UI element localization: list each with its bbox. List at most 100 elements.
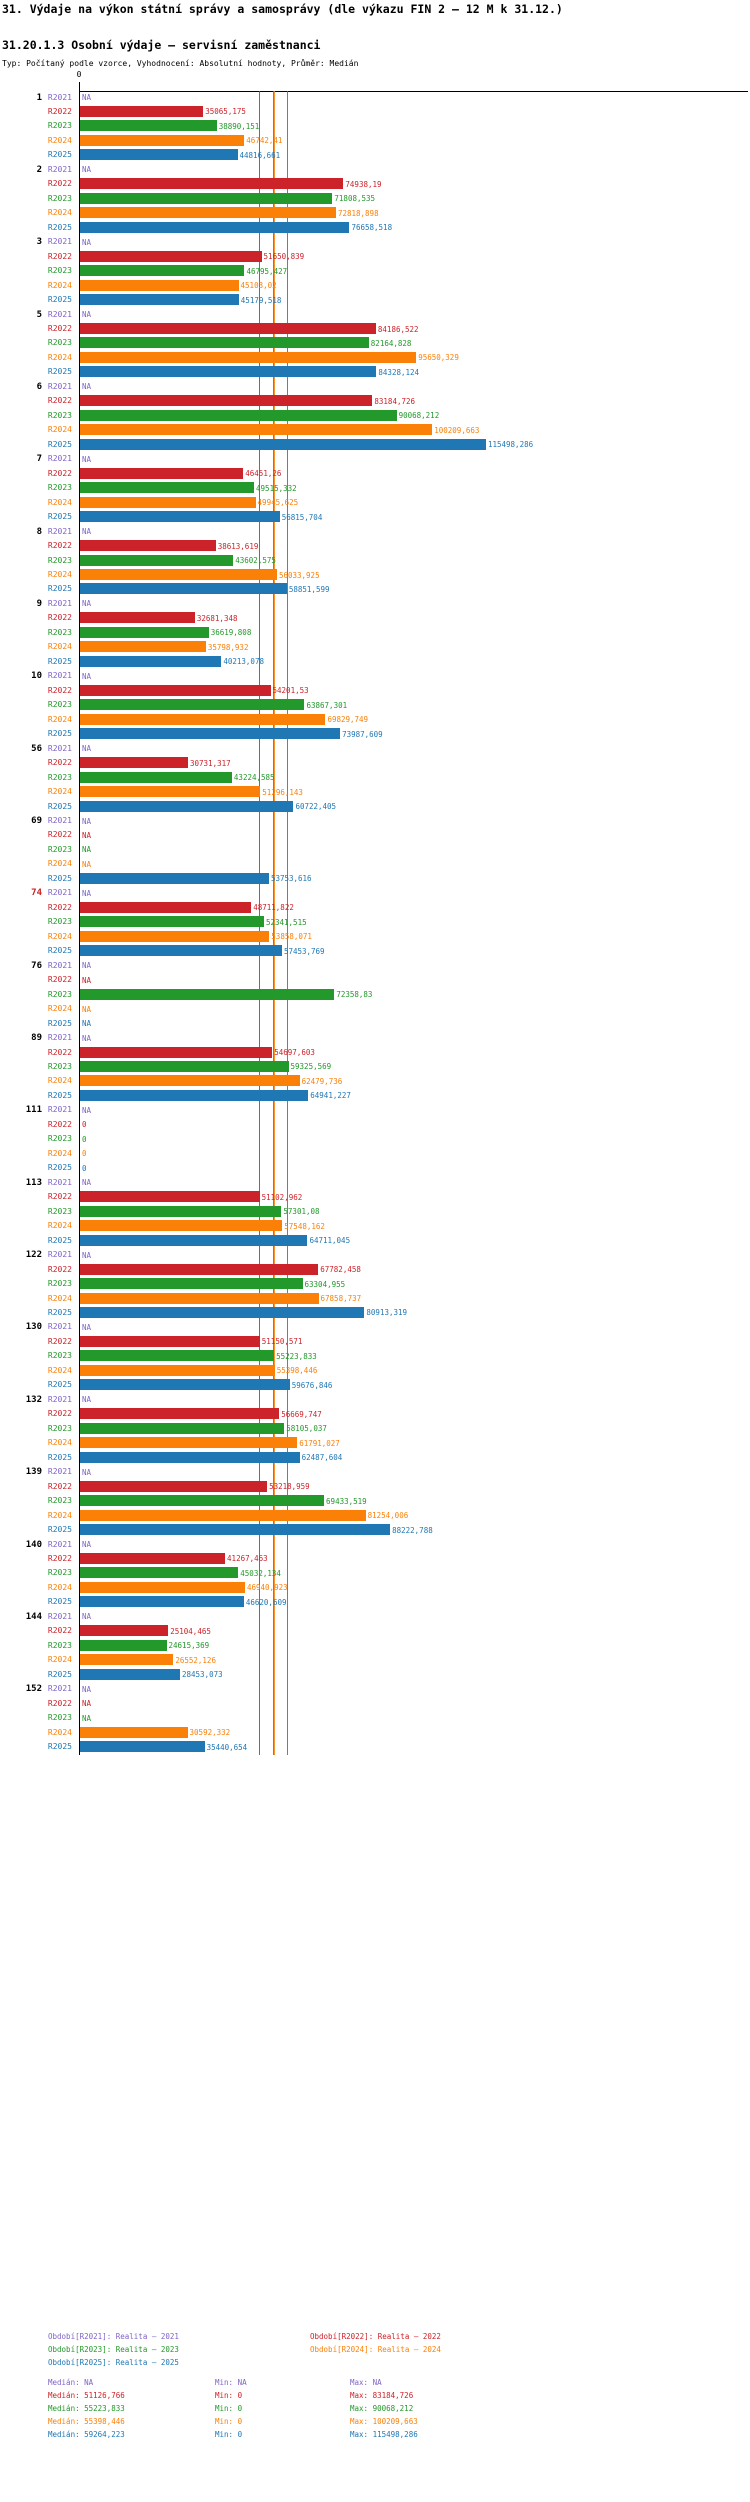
bar-113-r2025[interactable] bbox=[80, 1234, 308, 1246]
bar-value-10-r2021: NA bbox=[82, 671, 92, 681]
bar-9-r2025[interactable] bbox=[80, 655, 222, 667]
bar-value-2-r2024: 72818,898 bbox=[337, 208, 379, 218]
bar-9-r2024[interactable] bbox=[80, 641, 206, 653]
legend-max: Max: 115498,286 bbox=[350, 2430, 418, 2439]
bar-130-r2024[interactable] bbox=[80, 1364, 275, 1376]
bar-9-r2023[interactable] bbox=[80, 626, 209, 638]
bar-140-r2022[interactable] bbox=[80, 1552, 226, 1564]
bar-140-r2025[interactable] bbox=[80, 1596, 244, 1608]
bar-76-r2023[interactable] bbox=[80, 988, 335, 1000]
bar-8-r2023[interactable] bbox=[80, 554, 234, 566]
bar-7-r2023[interactable] bbox=[80, 482, 255, 494]
bar-1-r2022[interactable] bbox=[80, 105, 204, 117]
bar-89-r2025[interactable] bbox=[80, 1089, 309, 1101]
bar-139-r2023[interactable] bbox=[80, 1495, 325, 1507]
bar-122-r2023[interactable] bbox=[80, 1278, 303, 1290]
bar-7-r2025[interactable] bbox=[80, 511, 280, 523]
bar-value-7-r2025: 56815,704 bbox=[281, 512, 323, 522]
bar-2-r2024[interactable] bbox=[80, 207, 336, 219]
bar-8-r2025[interactable] bbox=[80, 583, 287, 595]
bar-132-r2022[interactable] bbox=[80, 1408, 280, 1420]
row-label-r2025: R2025 bbox=[47, 222, 72, 232]
bar-139-r2024[interactable] bbox=[80, 1509, 366, 1521]
bar-7-r2022[interactable] bbox=[80, 467, 244, 479]
row-label-r2024: R2024 bbox=[47, 1148, 72, 1158]
bar-5-r2023[interactable] bbox=[80, 337, 369, 349]
bar-130-r2022[interactable] bbox=[80, 1335, 260, 1347]
bar-6-r2023[interactable] bbox=[80, 409, 397, 421]
bar-5-r2022[interactable] bbox=[80, 323, 376, 335]
bar-56-r2024[interactable] bbox=[80, 786, 261, 798]
bar-132-r2024[interactable] bbox=[80, 1437, 298, 1449]
row-label-r2022: R2022 bbox=[47, 975, 72, 985]
legend-entry: Období[R2021]: Realita – 2021 bbox=[48, 2332, 179, 2341]
bar-152-r2024[interactable] bbox=[80, 1726, 188, 1738]
bar-140-r2024[interactable] bbox=[80, 1581, 245, 1593]
bar-89-r2022[interactable] bbox=[80, 1046, 273, 1058]
group-label-152: 152 bbox=[25, 1684, 42, 1695]
bar-1-r2024[interactable] bbox=[80, 134, 245, 146]
bar-2-r2025[interactable] bbox=[80, 221, 350, 233]
bar-5-r2024[interactable] bbox=[80, 351, 417, 363]
bar-139-r2025[interactable] bbox=[80, 1524, 391, 1536]
bar-89-r2023[interactable] bbox=[80, 1060, 289, 1072]
bar-74-r2024[interactable] bbox=[80, 930, 270, 942]
row-label-r2025: R2025 bbox=[47, 295, 72, 305]
bar-132-r2025[interactable] bbox=[80, 1451, 300, 1463]
bar-1-r2025[interactable] bbox=[80, 149, 238, 161]
bar-3-r2025[interactable] bbox=[80, 294, 239, 306]
bar-10-r2025[interactable] bbox=[80, 728, 341, 740]
bar-10-r2023[interactable] bbox=[80, 699, 305, 711]
bar-152-r2025[interactable] bbox=[80, 1741, 205, 1753]
bar-value-144-r2025: 28453,073 bbox=[182, 1670, 223, 1680]
bar-56-r2023[interactable] bbox=[80, 771, 232, 783]
bar-5-r2025[interactable] bbox=[80, 366, 377, 378]
bar-89-r2024[interactable] bbox=[80, 1075, 300, 1087]
row-label-r2024: R2024 bbox=[47, 1727, 72, 1737]
bar-113-r2023[interactable] bbox=[80, 1205, 282, 1217]
bar-3-r2022[interactable] bbox=[80, 250, 262, 262]
bar-6-r2022[interactable] bbox=[80, 395, 373, 407]
row-label-r2023: R2023 bbox=[47, 1061, 72, 1071]
bar-140-r2023[interactable] bbox=[80, 1567, 239, 1579]
bar-74-r2022[interactable] bbox=[80, 901, 252, 913]
bar-132-r2023[interactable] bbox=[80, 1422, 285, 1434]
bar-74-r2023[interactable] bbox=[80, 916, 264, 928]
bar-10-r2022[interactable] bbox=[80, 684, 271, 696]
bar-113-r2024[interactable] bbox=[80, 1220, 283, 1232]
bar-56-r2022[interactable] bbox=[80, 757, 189, 769]
bar-122-r2024[interactable] bbox=[80, 1292, 319, 1304]
row-label-r2022: R2022 bbox=[47, 179, 72, 189]
bar-74-r2025[interactable] bbox=[80, 945, 282, 957]
bar-130-r2023[interactable] bbox=[80, 1350, 275, 1362]
bar-113-r2022[interactable] bbox=[80, 1191, 260, 1203]
bar-8-r2022[interactable] bbox=[80, 540, 216, 552]
bar-122-r2025[interactable] bbox=[80, 1306, 365, 1318]
bar-144-r2024[interactable] bbox=[80, 1654, 174, 1666]
bar-130-r2025[interactable] bbox=[80, 1379, 290, 1391]
bar-8-r2024[interactable] bbox=[80, 569, 277, 580]
bar-1-r2023[interactable] bbox=[80, 120, 217, 132]
row-label-r2024: R2024 bbox=[47, 787, 72, 797]
bar-6-r2024[interactable] bbox=[80, 424, 433, 436]
bar-value-3-r2023: 46795,427 bbox=[246, 266, 288, 276]
bar-56-r2025[interactable] bbox=[80, 800, 294, 812]
bar-10-r2024[interactable] bbox=[80, 713, 326, 725]
bar-69-r2025[interactable] bbox=[80, 872, 269, 884]
bar-9-r2022[interactable] bbox=[80, 612, 195, 624]
bar-6-r2025[interactable] bbox=[80, 438, 486, 450]
legend-max: Max: NA bbox=[350, 2378, 382, 2387]
bar-value-69-r2023: NA bbox=[82, 845, 92, 855]
bar-144-r2025[interactable] bbox=[80, 1668, 180, 1680]
bar-value-122-r2022: 67782,458 bbox=[320, 1265, 361, 1275]
bar-7-r2024[interactable] bbox=[80, 496, 256, 508]
bar-3-r2024[interactable] bbox=[80, 279, 239, 291]
bar-144-r2023[interactable] bbox=[80, 1639, 167, 1651]
bar-3-r2023[interactable] bbox=[80, 265, 245, 277]
row-label-r2024: R2024 bbox=[47, 1438, 72, 1448]
bar-122-r2022[interactable] bbox=[80, 1263, 319, 1275]
bar-2-r2022[interactable] bbox=[80, 178, 344, 190]
bar-144-r2022[interactable] bbox=[80, 1625, 169, 1637]
bar-139-r2022[interactable] bbox=[80, 1480, 268, 1492]
bar-2-r2023[interactable] bbox=[80, 192, 333, 204]
